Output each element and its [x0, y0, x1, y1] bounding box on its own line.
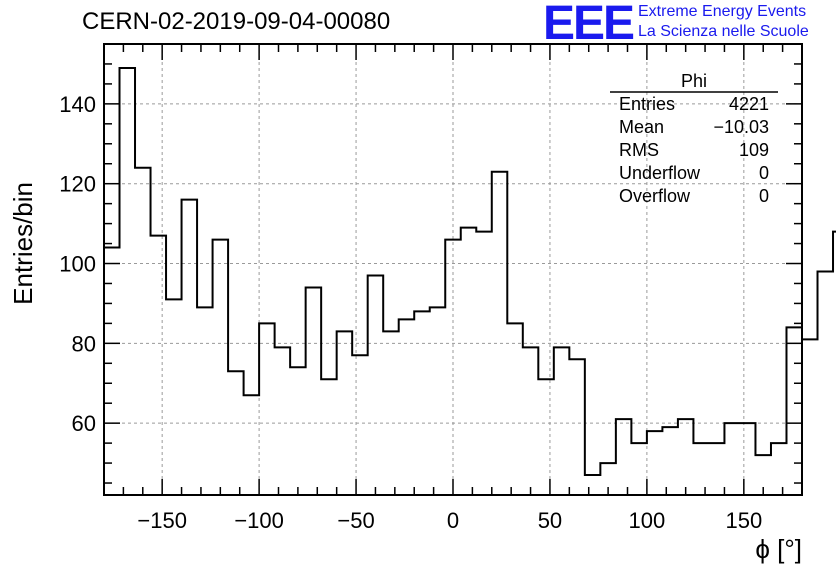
- x-tick-label: 50: [538, 508, 562, 533]
- stats-row-label: Underflow: [619, 163, 701, 183]
- y-tick-label: 60: [72, 411, 96, 436]
- x-tick-label: 150: [725, 508, 762, 533]
- stats-row-value: 4221: [729, 94, 769, 114]
- x-tick-label: −150: [137, 508, 187, 533]
- x-tick-label: 0: [447, 508, 459, 533]
- logo-line-2: La Scienza nelle Scuole: [638, 23, 809, 40]
- tick-labels: −150 −100 −50 0 50 100 150 60 80 100 120 140: [59, 92, 762, 533]
- y-axis-title: Entries/bin: [8, 182, 38, 305]
- logo-caption: Extreme Energy Events La Scienza nelle S…: [638, 2, 809, 42]
- stats-row-value: −10.03: [713, 117, 769, 137]
- y-tick-label: 100: [59, 252, 96, 277]
- x-axis-title: ϕ [°]: [755, 534, 802, 564]
- x-tick-label: 100: [629, 508, 666, 533]
- y-tick-label: 80: [72, 331, 96, 356]
- stats-row-label: Mean: [619, 117, 664, 137]
- eee-logo: EEE: [543, 0, 635, 50]
- stats-box-title: Phi: [681, 71, 707, 91]
- stats-row-label: Entries: [619, 94, 675, 114]
- logo-line-1: Extreme Energy Events: [638, 3, 807, 20]
- grid-lines: [104, 44, 802, 495]
- stats-row-value: 0: [759, 186, 769, 206]
- stats-row-value: 0: [759, 163, 769, 183]
- stats-row-label: RMS: [619, 140, 659, 160]
- chart-title: CERN-02-2019-09-04-00080: [82, 8, 391, 35]
- axis-ticks: [103, 43, 803, 495]
- x-tick-label: −100: [234, 508, 284, 533]
- x-tick-label: −50: [337, 508, 374, 533]
- histogram-line: [104, 66, 836, 477]
- stats-row-label: Overflow: [619, 186, 691, 206]
- y-tick-label: 120: [59, 172, 96, 197]
- stats-box: Phi Entries 4221 Mean −10.03 RMS 109 Underflow 0…: [610, 71, 778, 206]
- y-tick-label: 140: [59, 92, 96, 117]
- stats-row-value: 109: [739, 140, 769, 160]
